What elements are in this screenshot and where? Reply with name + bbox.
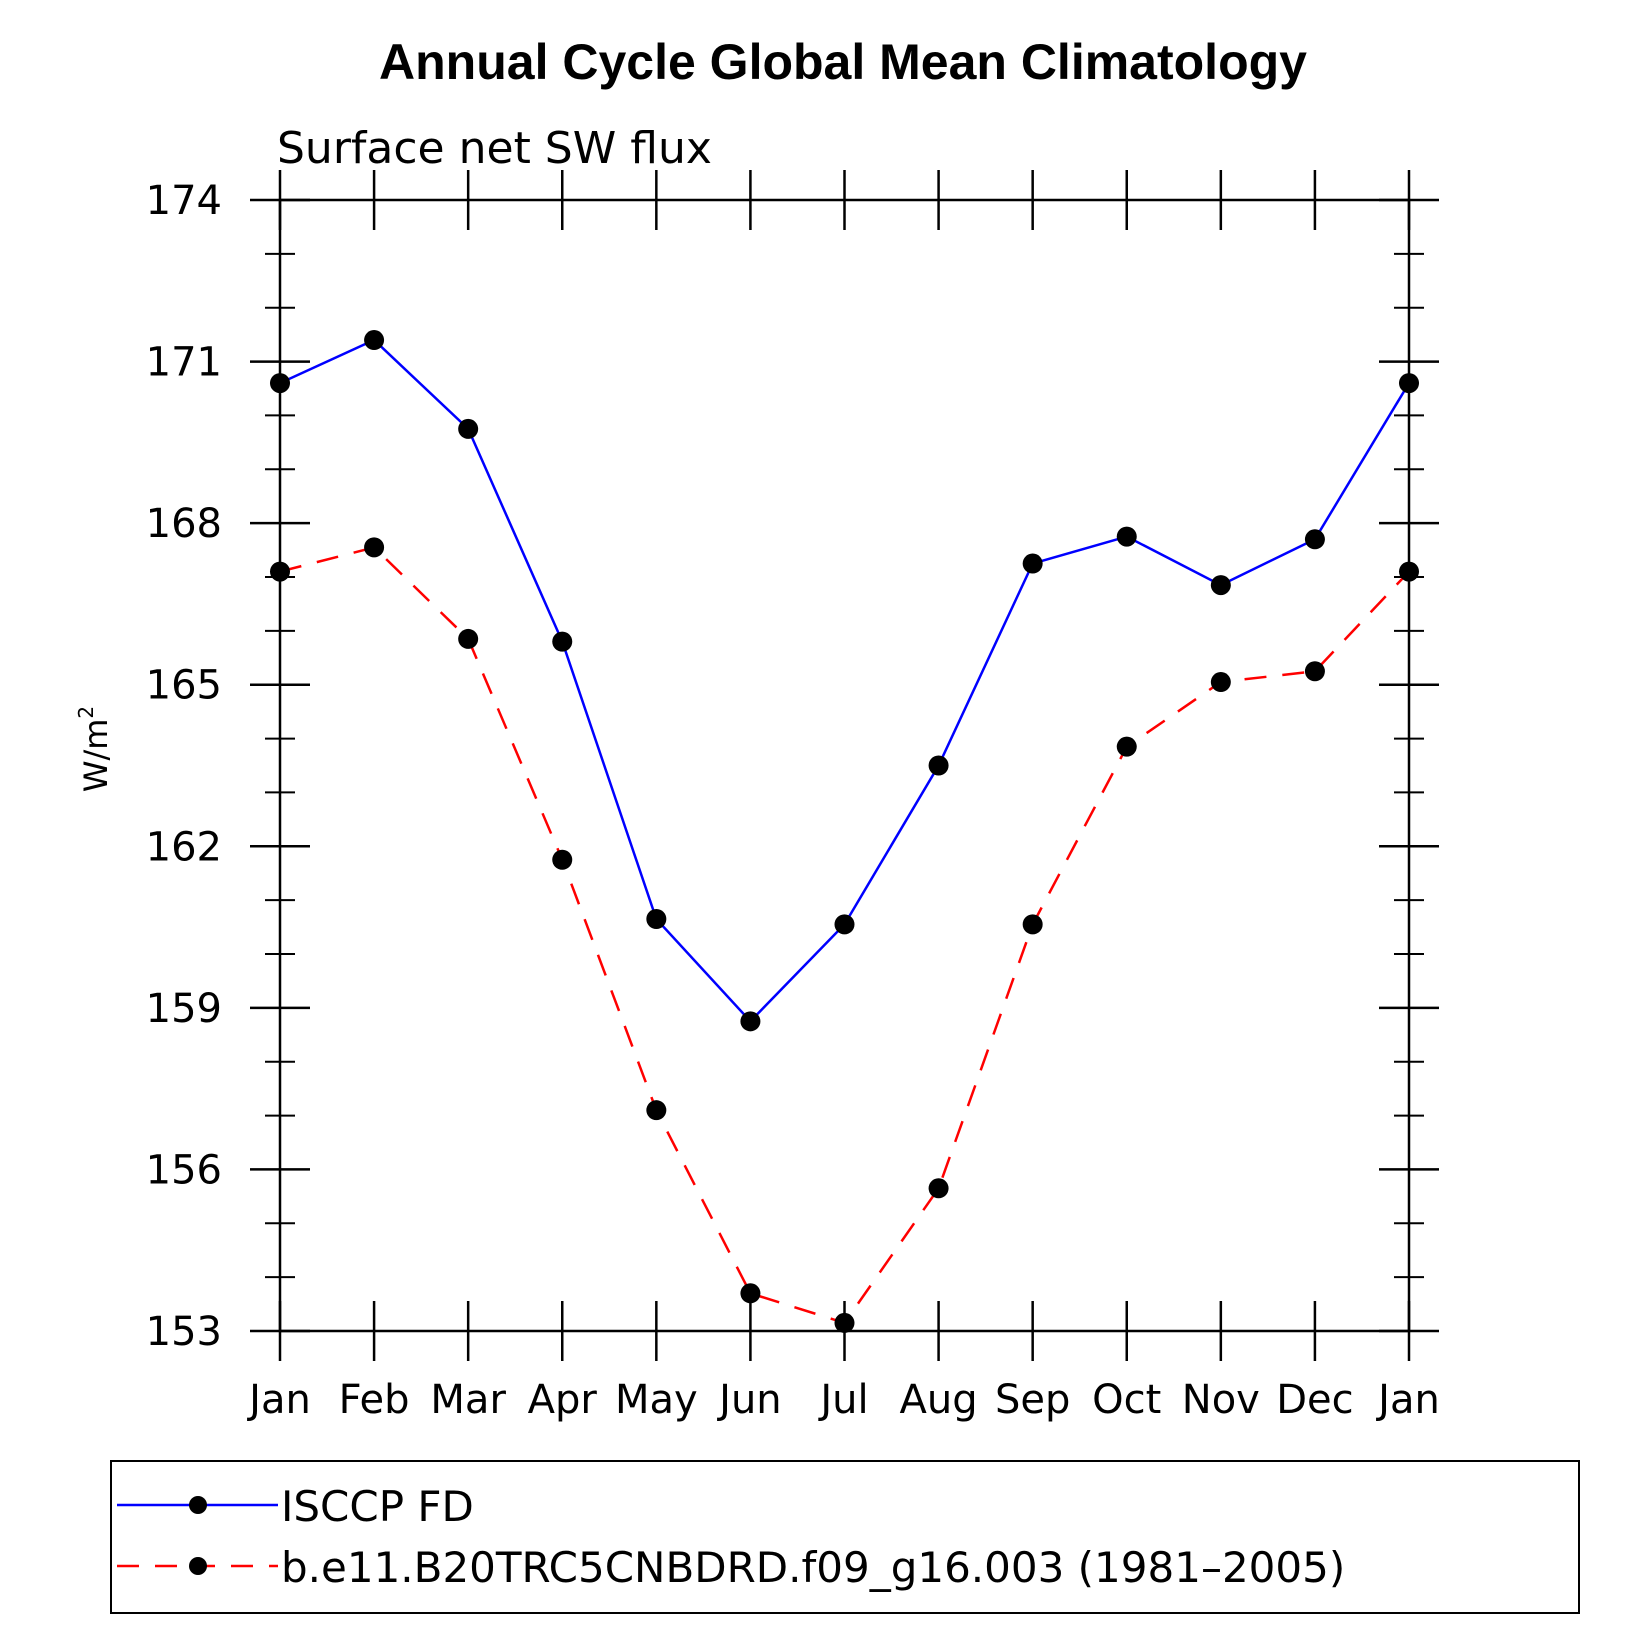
y-tick-label: 165 (146, 663, 222, 709)
svg-text:W/m2: W/m2 (74, 706, 115, 792)
series-layer (270, 330, 1419, 1333)
y-axis-label-superscript: 2 (74, 706, 98, 719)
series-1-point (1399, 373, 1419, 394)
legend-label-series-2: b.e11.B20TRC5CNBDRD.f09_g16.003 (1981–20… (281, 1543, 1345, 1592)
y-tick-label: 153 (146, 1309, 222, 1355)
y-axis-label: W/m2 (74, 706, 115, 792)
x-axis-ticks (278, 170, 1411, 1361)
chart-title: Annual Cycle Global Mean Climatology (379, 34, 1307, 90)
x-tick-label: Feb (339, 1377, 410, 1423)
series-1-point (364, 330, 385, 351)
y-tick-label: 174 (146, 178, 222, 224)
series-2-point (1116, 736, 1137, 757)
plot-frame (278, 198, 1411, 1333)
x-tick-label: Mar (430, 1377, 506, 1423)
series-2-point (834, 1312, 855, 1333)
series-1-point (270, 373, 290, 394)
series-2-point (740, 1283, 761, 1304)
x-tick-label: May (615, 1377, 698, 1423)
series-1-point (834, 914, 855, 935)
series-2-point (552, 849, 573, 870)
series-2-point (928, 1178, 949, 1199)
legend: ISCCP FD b.e11.B20TRC5CNBDRD.f09_g16.003… (110, 1460, 1580, 1614)
series-1-point (928, 755, 949, 776)
series-2-point (1022, 914, 1043, 935)
x-tick-label: Oct (1092, 1377, 1161, 1423)
series-1-point (1022, 553, 1043, 574)
series-2-point (270, 561, 290, 582)
x-tick-label: Apr (528, 1377, 598, 1423)
legend-marker-series-1 (189, 1496, 207, 1514)
series-1-point (740, 1011, 761, 1032)
y-tick-label: 162 (146, 824, 222, 870)
chart-subtitle: Surface net SW flux (277, 123, 712, 174)
legend-marker-series-2 (189, 1557, 207, 1575)
series-1-point (646, 908, 667, 929)
y-axis-label-text: W/m (77, 719, 115, 793)
legend-box (110, 1460, 1580, 1614)
x-tick-label: Jan (1375, 1377, 1440, 1423)
series-1-point (458, 418, 479, 439)
y-tick-label: 171 (146, 340, 222, 386)
x-tick-label: Nov (1182, 1377, 1260, 1423)
series-1-point (1116, 526, 1137, 547)
y-tick-label: 156 (146, 1147, 222, 1193)
y-tick-label: 168 (146, 501, 222, 547)
series-2-point (458, 628, 479, 649)
series-1-point (1210, 575, 1231, 596)
series-line-2 (279, 546, 1410, 1325)
series-1-point (1304, 529, 1325, 550)
series-2-point (1210, 672, 1231, 693)
series-2-point (1304, 661, 1325, 682)
x-tick-label: Jun (716, 1377, 782, 1423)
series-1-point (552, 631, 573, 652)
x-tick-label: Jul (817, 1377, 868, 1423)
x-tick-label: Sep (995, 1377, 1070, 1423)
series-2-point (646, 1100, 667, 1121)
y-tick-label: 159 (146, 986, 222, 1032)
y-axis-ticks (250, 198, 1439, 1333)
series-2-point (1399, 561, 1419, 582)
x-tick-label: Jan (246, 1377, 311, 1423)
x-axis-tick-labels: Jan Feb Mar Apr May Jun Jul Aug Sep Oct Nov Dec Jan (246, 1377, 1440, 1423)
y-axis-tick-labels: 153 156 159 162 165 168 171 174 (146, 178, 222, 1355)
series-2-point (364, 537, 385, 558)
x-tick-label: Dec (1276, 1377, 1353, 1423)
legend-label-series-1: ISCCP FD (281, 1482, 474, 1531)
x-tick-label: Aug (900, 1377, 978, 1423)
